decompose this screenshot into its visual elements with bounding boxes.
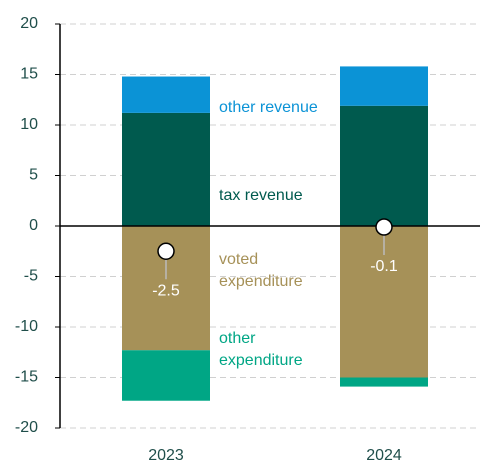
y-tick-label: -10: [15, 318, 38, 335]
y-tick-label: 5: [29, 167, 38, 184]
net-marker: [157, 242, 175, 260]
y-tick-label: 10: [20, 116, 38, 133]
y-tick-label: -5: [24, 268, 38, 285]
net-label: -2.5: [152, 282, 180, 299]
net-marker: [375, 218, 393, 236]
series-label: other revenue: [219, 99, 318, 116]
bar-segment: [340, 66, 428, 106]
y-tick-label: 20: [20, 15, 38, 32]
y-tick-label: 0: [29, 217, 38, 234]
y-tick-label: -20: [15, 419, 38, 436]
y-tick-label: 15: [20, 66, 38, 83]
y-tick-label: -15: [15, 369, 38, 386]
x-tick-label: 2024: [366, 447, 402, 464]
series-label: other expenditure: [219, 330, 303, 369]
bar-segment: [122, 76, 210, 113]
series-label: tax revenue: [219, 187, 303, 204]
series-label: voted expenditure: [219, 251, 303, 290]
bar-segment: [122, 112, 210, 226]
bar-segment: [122, 350, 210, 401]
bar-segment: [340, 377, 428, 387]
net-label: -0.1: [370, 258, 398, 275]
bar-segment: [340, 105, 428, 226]
x-tick-label: 2023: [148, 447, 184, 464]
